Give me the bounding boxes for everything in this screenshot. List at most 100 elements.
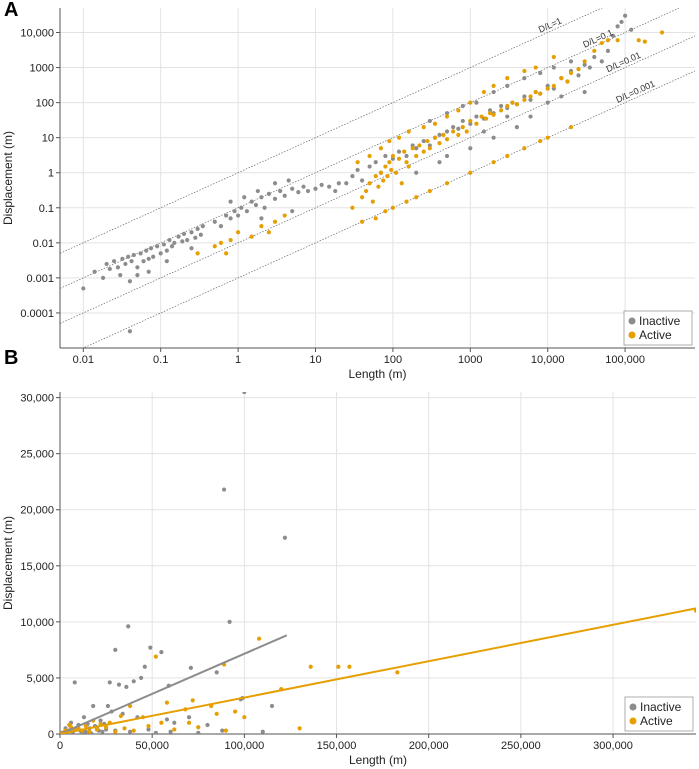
data-point [153, 654, 158, 659]
data-point [451, 129, 456, 134]
data-point [185, 237, 190, 243]
data-point [390, 205, 396, 210]
data-point [81, 286, 86, 291]
data-point [129, 259, 134, 264]
data-point [460, 118, 465, 124]
data-point [256, 636, 262, 641]
plot-area [60, 392, 696, 734]
data-point [105, 703, 111, 709]
data-point [224, 213, 229, 218]
legend-marker-inactive [628, 317, 636, 325]
data-point [151, 254, 156, 259]
data-point [623, 13, 628, 18]
data-point [196, 725, 201, 730]
data-point [282, 213, 287, 218]
data-point [468, 146, 473, 151]
y-tick-label: 0.01 [33, 238, 54, 250]
data-point [113, 647, 118, 653]
data-point [533, 89, 538, 95]
data-point [615, 24, 620, 29]
data-point [242, 715, 247, 720]
data-point [468, 118, 473, 124]
data-point [190, 698, 195, 703]
data-point [355, 167, 360, 173]
data-point [164, 248, 169, 253]
data-point [499, 108, 504, 113]
data-point [533, 65, 538, 70]
plot-area [60, 8, 695, 348]
data-point [164, 717, 170, 722]
data-point [619, 19, 624, 25]
data-point [642, 39, 647, 44]
fit-line-active [60, 607, 696, 734]
data-point [474, 100, 479, 105]
x-tick-label: 50,000 [135, 740, 169, 752]
data-point [528, 114, 533, 119]
data-point [87, 729, 92, 734]
data-point [378, 170, 384, 175]
data-point [551, 83, 556, 88]
data-point [491, 112, 496, 117]
data-point [286, 178, 291, 183]
data-point [568, 70, 574, 76]
data-point [427, 118, 432, 124]
legend-marker-active [629, 717, 637, 725]
data-point [565, 79, 570, 84]
data-point [505, 153, 510, 159]
data-point [385, 174, 390, 179]
data-point [319, 182, 324, 187]
data-point [218, 240, 224, 245]
y-tick-label: 1000 [30, 63, 54, 75]
data-point [659, 30, 665, 35]
data-point [269, 703, 275, 709]
data-point [491, 83, 496, 88]
data-point [153, 730, 158, 734]
data-point [176, 234, 181, 239]
data-point [172, 240, 177, 245]
data-point [399, 181, 404, 186]
data-point [456, 132, 461, 137]
data-point [196, 730, 201, 734]
data-point [127, 279, 132, 284]
data-point [464, 129, 469, 134]
data-point [83, 724, 88, 729]
data-point [81, 715, 87, 720]
data-point [629, 27, 634, 32]
data-point [437, 132, 442, 137]
data-point [67, 722, 72, 728]
data-point [444, 111, 450, 116]
ratio-line-label: D/L=1 [537, 16, 563, 35]
legend-label-active: Active [640, 714, 673, 728]
data-point [406, 164, 411, 169]
y-tick-label: 30,000 [20, 393, 54, 405]
data-point [404, 160, 409, 165]
data-point [402, 149, 407, 154]
data-point [367, 181, 372, 186]
y-tick-label: 10,000 [20, 28, 54, 40]
data-point [582, 59, 587, 64]
data-point [432, 135, 438, 140]
data-point [437, 140, 442, 146]
ratio-line [60, 8, 603, 254]
data-point [522, 146, 527, 151]
data-point [100, 729, 105, 734]
legend-label-active: Active [639, 328, 672, 342]
data-point [200, 224, 205, 229]
data-point [189, 246, 194, 251]
data-point [383, 153, 388, 159]
data-point [514, 102, 519, 107]
data-point [582, 62, 587, 67]
data-point [305, 188, 311, 194]
data-point [169, 244, 175, 249]
data-point [396, 135, 402, 140]
data-point [115, 265, 121, 270]
data-point [290, 209, 295, 214]
data-point [148, 246, 154, 251]
data-point [373, 160, 378, 165]
data-point [92, 269, 97, 274]
data-point [232, 209, 237, 214]
data-point [389, 167, 394, 173]
data-point [336, 181, 341, 186]
data-point [491, 160, 496, 165]
data-point [394, 170, 399, 175]
